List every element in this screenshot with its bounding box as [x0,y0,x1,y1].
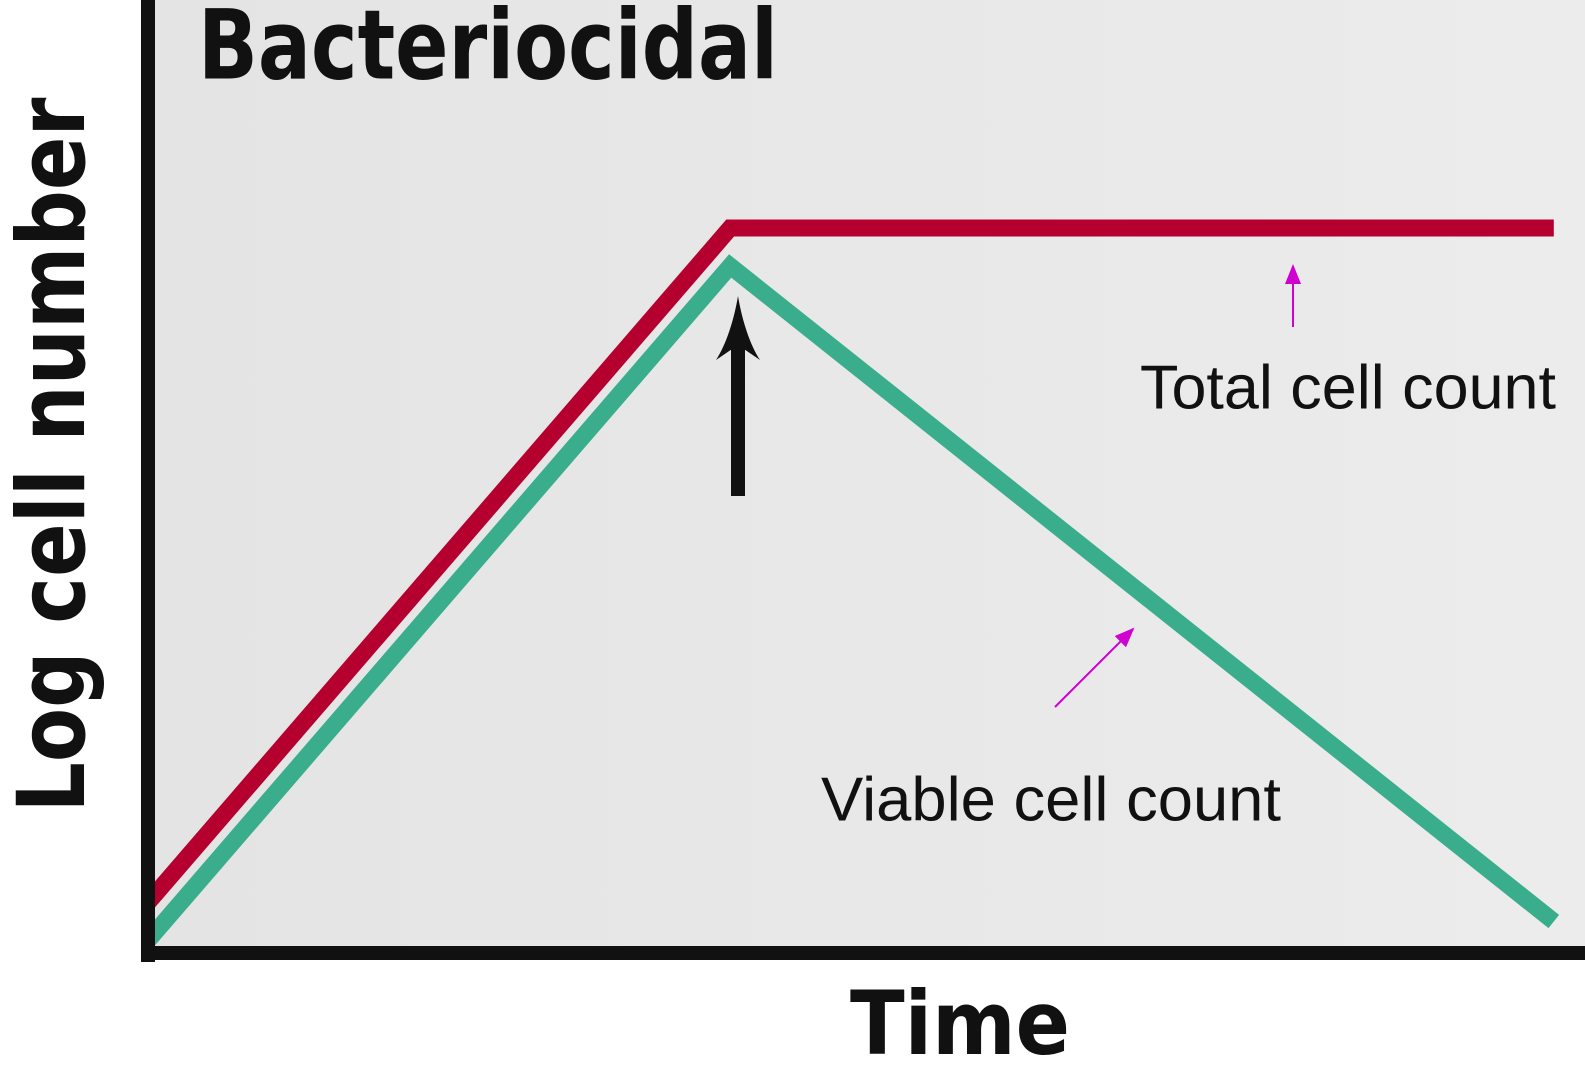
y-axis [141,0,155,962]
y-axis-label: Log cell number [0,97,107,813]
chart-title: Bacteriocidal [198,0,778,101]
plot-area [148,0,1585,950]
series-line [141,219,1554,909]
x-axis-label: Time [850,972,1070,1075]
x-axis [141,946,1585,960]
series-label: Total cell count [1140,353,1556,422]
treatment-arrow [716,296,760,496]
series-line [141,254,1560,947]
viable-pointer [1054,627,1135,708]
series-label: Viable cell count [821,765,1281,834]
